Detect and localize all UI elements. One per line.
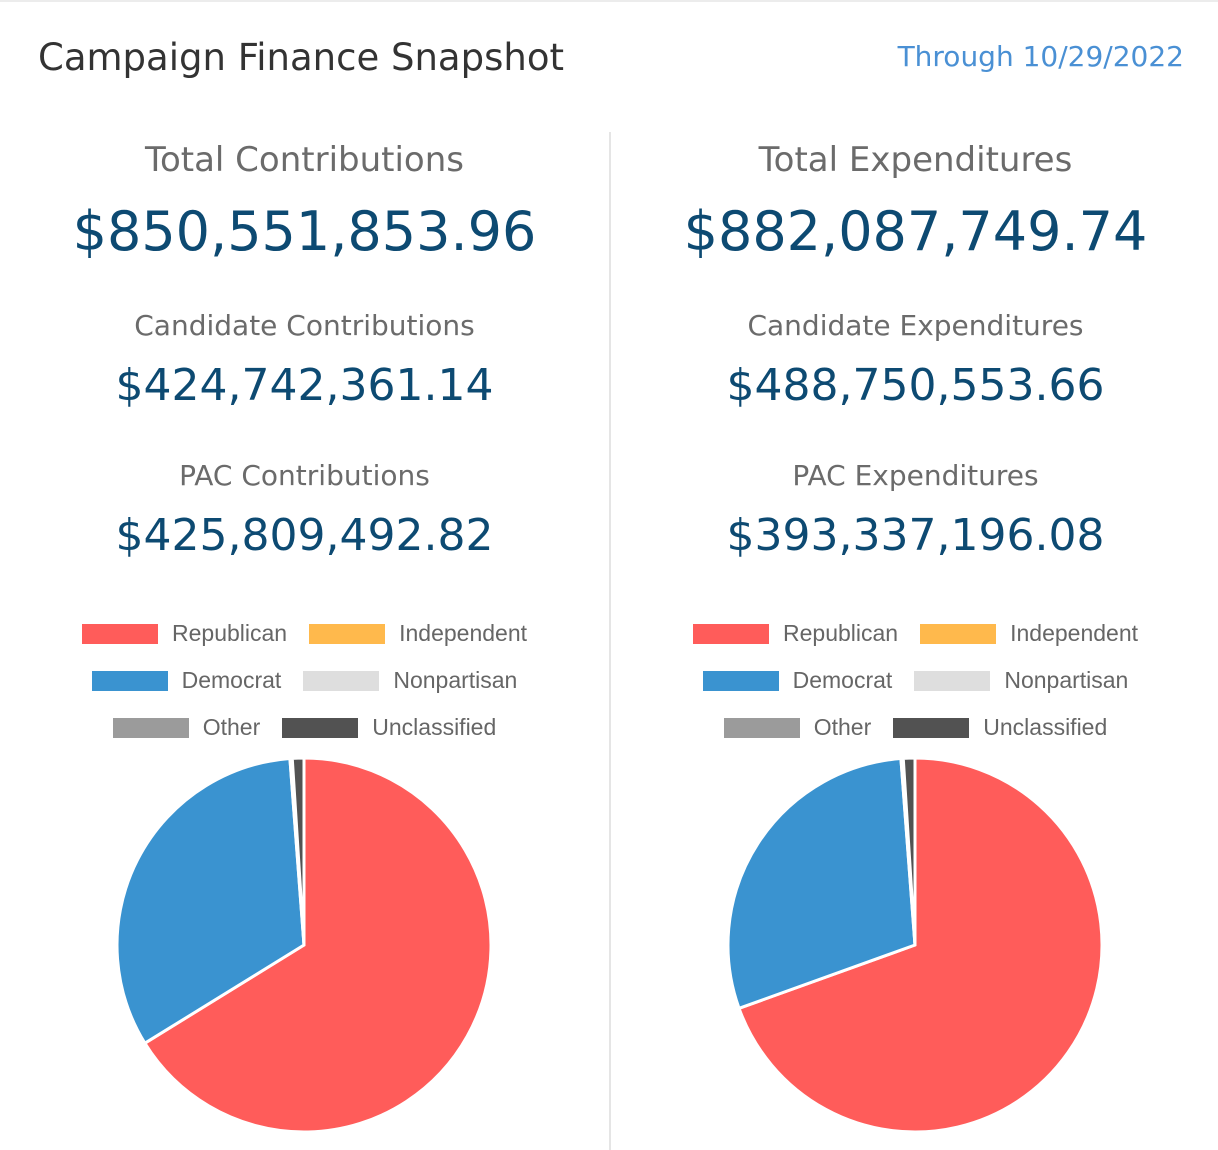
- legend-label: Independent: [1010, 620, 1138, 646]
- legend-row: Other Unclassified: [112, 714, 496, 741]
- legend-item-democrat[interactable]: Democrat: [91, 667, 282, 694]
- contributions-pie-chart: [115, 756, 493, 1134]
- pie-slice-democrat[interactable]: [115, 757, 306, 1045]
- legend-label: Nonpartisan: [1004, 667, 1129, 693]
- legend-swatch: [112, 717, 189, 738]
- expenditures-panel: Total Expenditures $882,087,749.74 Candi…: [611, 0, 1218, 1150]
- legend-row: Republican Independent: [693, 620, 1138, 647]
- legend-label: Nonpartisan: [393, 667, 518, 693]
- candidate-contributions-value: $424,742,361.14: [115, 360, 494, 411]
- legend-item-other[interactable]: Other: [723, 714, 872, 741]
- legend-row: Republican Independent: [82, 620, 527, 647]
- legend-swatch: [282, 717, 359, 738]
- legend-item-other[interactable]: Other: [112, 714, 261, 741]
- candidate-expenditures-label: Candidate Expenditures: [747, 309, 1084, 342]
- legend-label: Independent: [399, 620, 527, 646]
- candidate-contributions-label: Candidate Contributions: [134, 309, 475, 342]
- through-date: Through 10/29/2022: [897, 40, 1184, 73]
- pac-expenditures-label: PAC Expenditures: [792, 459, 1039, 492]
- legend-label: Other: [202, 714, 261, 740]
- legend-item-nonpartisan[interactable]: Nonpartisan: [303, 667, 517, 694]
- legend-swatch: [723, 717, 800, 738]
- pac-contributions-value: $425,809,492.82: [115, 510, 494, 561]
- total-contributions-value: $850,551,853.96: [72, 200, 537, 263]
- legend-label: Democrat: [181, 667, 282, 693]
- legend-swatch: [693, 623, 769, 644]
- legend-swatch: [91, 670, 168, 691]
- contributions-legend: Republican Independent Democrat Nonpartisan…: [0, 620, 609, 741]
- legend-row: Other Unclassified: [723, 714, 1107, 741]
- legend-item-unclassified[interactable]: Unclassified: [893, 714, 1107, 741]
- legend-label: Other: [813, 714, 872, 740]
- legend-row: Democrat Nonpartisan: [702, 667, 1128, 694]
- top-border: [0, 0, 1218, 2]
- total-expenditures-label: Total Expenditures: [758, 140, 1073, 180]
- legend-item-independent[interactable]: Independent: [309, 620, 527, 647]
- total-expenditures-value: $882,087,749.74: [683, 200, 1148, 263]
- legend-swatch: [303, 670, 380, 691]
- total-contributions-label: Total Contributions: [144, 140, 465, 180]
- legend-label: Republican: [783, 620, 899, 646]
- legend-swatch: [82, 623, 158, 644]
- legend-label: Unclassified: [983, 714, 1108, 740]
- expenditures-pie-chart: [726, 756, 1104, 1134]
- legend-item-democrat[interactable]: Democrat: [702, 667, 893, 694]
- pie-slice-republican[interactable]: [737, 756, 1104, 1134]
- legend-label: Democrat: [792, 667, 893, 693]
- pie-slice-unclassified[interactable]: [901, 756, 917, 947]
- legend-swatch: [893, 717, 970, 738]
- expenditures-legend: Republican Independent Democrat Nonpartisan…: [611, 620, 1218, 741]
- pac-contributions-label: PAC Contributions: [179, 459, 430, 492]
- pie-slice-democrat[interactable]: [726, 757, 917, 1010]
- legend-label: Unclassified: [372, 714, 497, 740]
- legend-item-republican[interactable]: Republican: [693, 620, 898, 647]
- contributions-panel: Total Contributions $850,551,853.96 Cand…: [0, 140, 609, 1134]
- legend-swatch: [702, 670, 779, 691]
- legend-label: Republican: [172, 620, 288, 646]
- legend-row: Democrat Nonpartisan: [91, 667, 517, 694]
- legend-item-nonpartisan[interactable]: Nonpartisan: [914, 667, 1128, 694]
- legend-item-independent[interactable]: Independent: [920, 620, 1138, 647]
- pie-slice-unclassified[interactable]: [290, 756, 306, 947]
- legend-swatch: [914, 670, 991, 691]
- page-title: Campaign Finance Snapshot: [38, 36, 564, 79]
- legend-item-republican[interactable]: Republican: [82, 620, 287, 647]
- pie-slice-republican[interactable]: [143, 756, 493, 1134]
- pac-expenditures-value: $393,337,196.08: [726, 510, 1105, 561]
- legend-swatch: [920, 623, 997, 644]
- legend-swatch: [309, 623, 386, 644]
- legend-item-unclassified[interactable]: Unclassified: [282, 714, 496, 741]
- column-divider: [609, 132, 611, 1150]
- candidate-expenditures-value: $488,750,553.66: [726, 360, 1105, 411]
